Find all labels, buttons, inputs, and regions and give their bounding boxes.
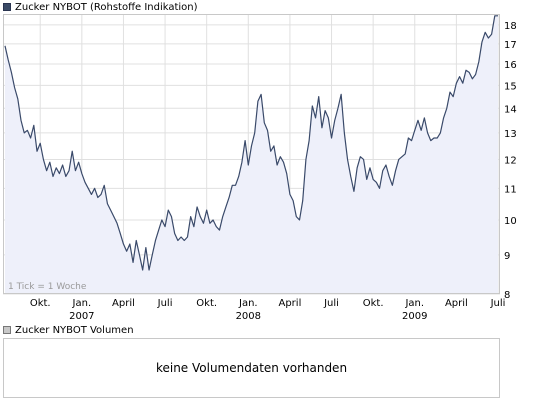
x-axis-labels: Okt. Jan. 2007 April Juli Okt. Jan. 2008 April Ju… bbox=[30, 298, 506, 322]
y-tick-label: 18 bbox=[504, 21, 517, 32]
x-tick-label: Juli bbox=[323, 298, 339, 309]
x-tick-label: Okt. bbox=[30, 298, 51, 309]
price-legend-label: Zucker NYBOT (Rohstoffe Indikation) bbox=[15, 1, 198, 13]
x-tick-label: April bbox=[278, 298, 301, 309]
y-tick-label: 10 bbox=[504, 216, 517, 227]
price-line bbox=[4, 15, 498, 271]
price-legend-swatch bbox=[3, 3, 11, 11]
price-area-fill bbox=[5, 15, 498, 294]
x-tick-label: April bbox=[445, 298, 468, 309]
x-year-label: 2009 bbox=[402, 311, 427, 322]
x-tick-label: Juli bbox=[490, 298, 506, 309]
no-volume-text: keine Volumendaten vorhanden bbox=[155, 361, 348, 375]
tick-note: 1 Tick = 1 Woche bbox=[8, 282, 87, 292]
x-tick-label: April bbox=[112, 298, 135, 309]
x-tick-label: Okt. bbox=[363, 298, 384, 309]
y-tick-label: 11 bbox=[504, 184, 517, 195]
y-tick-label: 17 bbox=[504, 40, 517, 51]
price-legend: Zucker NYBOT (Rohstoffe Indikation) bbox=[3, 0, 198, 14]
price-chart: 8 9 10 11 12 13 14 15 16 17 18 Okt. Jan. 2007 April Ju… bbox=[3, 14, 517, 322]
x-tick-label: Okt. bbox=[196, 298, 217, 309]
y-tick-label: 16 bbox=[504, 60, 517, 71]
y-tick-label: 8 bbox=[504, 290, 510, 301]
x-tick-label: Jan. bbox=[404, 298, 424, 309]
y-tick-label: 13 bbox=[504, 129, 517, 140]
y-tick-label: 14 bbox=[504, 104, 517, 115]
x-year-label: 2008 bbox=[236, 311, 261, 322]
x-tick-label: Jan. bbox=[238, 298, 258, 309]
y-axis-labels: 8 9 10 11 12 13 14 15 16 17 18 bbox=[504, 21, 517, 301]
volume-panel: keine Volumendaten vorhanden bbox=[3, 338, 500, 398]
x-tick-label: Juli bbox=[157, 298, 173, 309]
volume-legend: Zucker NYBOT Volumen bbox=[3, 323, 134, 337]
volume-legend-swatch bbox=[3, 326, 11, 334]
y-tick-label: 15 bbox=[504, 81, 517, 92]
volume-legend-label: Zucker NYBOT Volumen bbox=[15, 324, 134, 336]
x-tick-label: Jan. bbox=[72, 298, 92, 309]
x-year-label: 2007 bbox=[69, 311, 94, 322]
plot-frame bbox=[3, 14, 500, 294]
y-tick-label: 9 bbox=[504, 251, 510, 262]
y-tick-label: 12 bbox=[504, 155, 517, 166]
